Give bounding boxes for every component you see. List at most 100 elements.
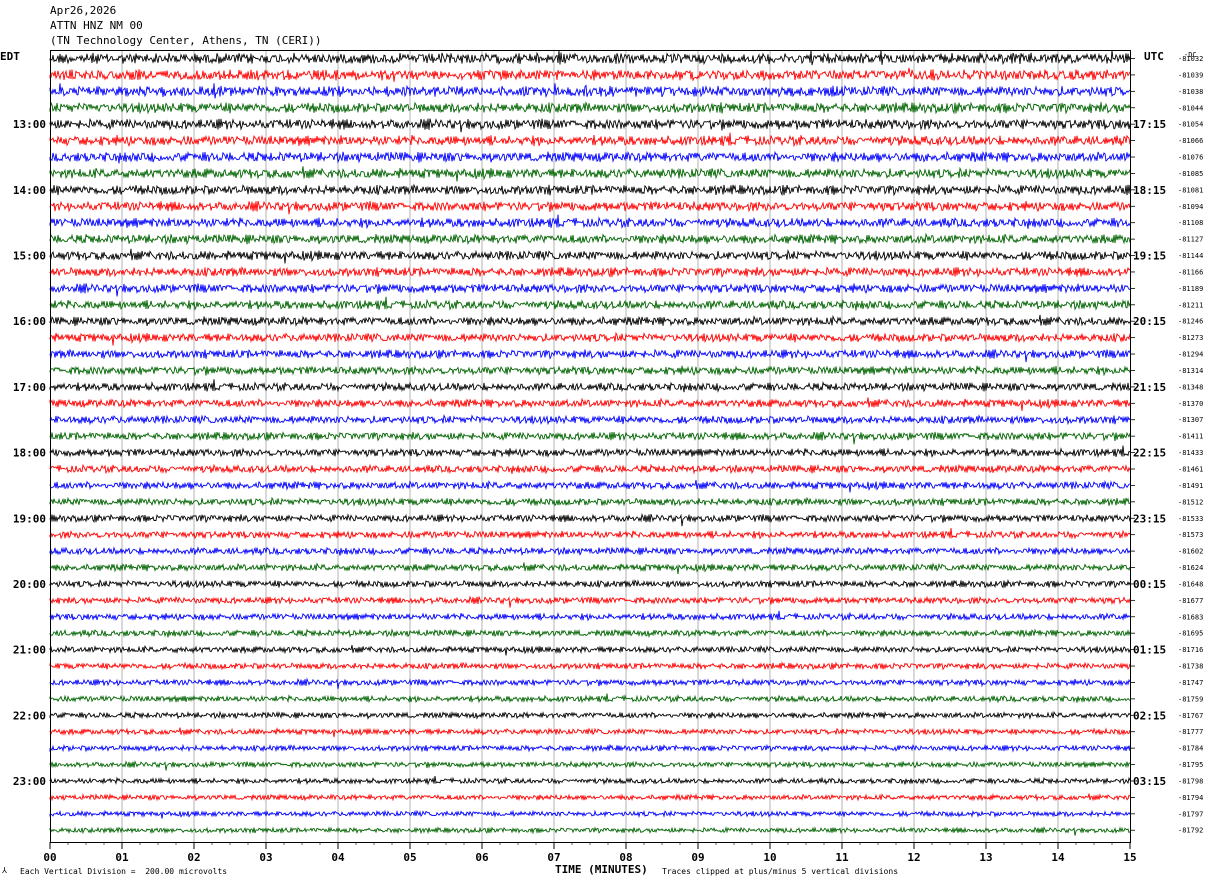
dc-offset-label: -81738: [1178, 663, 1203, 671]
date-label: Apr26,2026: [50, 4, 117, 17]
trace-line: [49, 397, 1131, 412]
trace-line: [49, 776, 1131, 786]
trace-line: [49, 479, 1131, 493]
dc-offset-label: -81759: [1178, 695, 1203, 703]
trace-line: [49, 183, 1131, 197]
dc-offset-label: -81076: [1178, 154, 1203, 162]
x-tick-label: 15: [1123, 851, 1136, 864]
utc-hour-label: 00:15: [1133, 578, 1166, 591]
dc-offset-label: -81054: [1178, 121, 1203, 129]
edt-hour-label: 14:00: [13, 184, 46, 197]
utc-hour-label: 01:15: [1133, 644, 1166, 657]
dc-offset-label: -81461: [1178, 466, 1203, 474]
clip-note: Traces clipped at plus/minus 5 vertical …: [662, 867, 899, 876]
dc-offset-label: -81792: [1178, 827, 1203, 835]
trace-line: [49, 132, 1131, 148]
x-tick-label: 11: [835, 851, 849, 864]
dc-offset-label: -81273: [1178, 334, 1203, 342]
trace-line: [49, 677, 1131, 690]
plot-frame: [50, 50, 1131, 843]
x-tick-label: 05: [403, 851, 416, 864]
dc-offset-label: -81747: [1178, 679, 1203, 687]
edt-hour-label: 13:00: [13, 118, 46, 131]
dc-offset-label: -81624: [1178, 564, 1203, 572]
dc-offset-labels: -81032 -81039 -81038 -81044 -81054 -81066 -810…: [1131, 55, 1203, 835]
edt-hour-label: 16:00: [13, 315, 46, 328]
trace-line: [49, 101, 1131, 115]
trace-line: [49, 296, 1131, 311]
trace-line: [49, 348, 1131, 363]
dc-offset-label: -81433: [1178, 449, 1203, 457]
trace-line: [49, 610, 1131, 622]
utc-hour-label: 18:15: [1133, 184, 1166, 197]
trace-line: [49, 50, 1131, 66]
edt-hour-label: 22:00: [13, 709, 46, 722]
trace-line: [49, 693, 1131, 704]
trace-line: [49, 379, 1131, 393]
trace-line: [49, 743, 1131, 753]
trace-line: [49, 578, 1131, 589]
trace-line: [49, 595, 1131, 608]
trace-line: [49, 826, 1131, 836]
trace-line: [49, 282, 1131, 297]
dc-offset-label: -81797: [1178, 810, 1203, 818]
x-tick-label: 03: [259, 851, 272, 864]
dc-offset-label: -81211: [1178, 301, 1203, 309]
utc-hour-label: 17:15: [1133, 118, 1166, 131]
trace-line: [49, 314, 1131, 327]
trace-line: [49, 644, 1131, 656]
x-axis-label: TIME (MINUTES): [555, 863, 648, 876]
dc-offset-label: -81784: [1178, 745, 1203, 753]
trace-line: [49, 528, 1131, 540]
x-tick-label: 07: [547, 851, 560, 864]
x-tick-label: 12: [907, 851, 920, 864]
time-grid: [121, 51, 1059, 842]
x-tick-label: 09: [691, 851, 704, 864]
dc-offset-label: -81066: [1178, 137, 1203, 145]
location-label: (TN Technology Center, Athens, TN (CERI)…: [50, 34, 322, 47]
edt-axis-label: EDT: [0, 50, 20, 63]
dc-offset-label: -81798: [1178, 777, 1203, 785]
dc-offset-label: -81683: [1178, 613, 1203, 621]
edt-hour-label: 21:00: [13, 644, 46, 657]
time-axis: 00 01 02 03 04 05 06 07 08 09 10 11 12 13 14 15: [43, 842, 1137, 864]
dc-offset-label: -81777: [1178, 728, 1203, 736]
scale-note: Each Vertical Division = 200.00 microvol…: [20, 867, 228, 876]
dc-offset-label: -81044: [1178, 104, 1203, 112]
trace-line: [49, 200, 1131, 215]
trace-line: [49, 793, 1131, 802]
trace-line: [49, 214, 1131, 230]
utc-hour-label: 02:15: [1133, 709, 1166, 722]
utc-hour-label: 03:15: [1133, 775, 1166, 788]
trace-line: [49, 431, 1131, 445]
utc-hour-label: 19:15: [1133, 250, 1166, 263]
dc-offset-label: -81411: [1178, 433, 1203, 441]
dc-offset-label: -81085: [1178, 170, 1203, 178]
edt-hour-label: 19:00: [13, 512, 46, 525]
utc-hour-label: 23:15: [1133, 512, 1166, 525]
trace-line: [49, 232, 1131, 246]
trace-line: [49, 463, 1131, 475]
edt-hour-label: 18:00: [13, 447, 46, 460]
trace-line: [49, 248, 1131, 264]
trace-line: [49, 760, 1131, 771]
edt-hour-label: 15:00: [13, 250, 46, 263]
dc-offset-label: -81039: [1178, 71, 1203, 79]
trace-line: [49, 83, 1131, 99]
dc-offset-label: -81716: [1178, 646, 1203, 654]
utc-hour-labels: 17:15 18:15 19:15 20:15 21:15 22:15 23:15 00:15…: [1133, 118, 1166, 788]
trace-line: [49, 809, 1131, 819]
x-tick-label: 14: [1051, 851, 1065, 864]
dc-offset-label: -81108: [1178, 219, 1203, 227]
station-label: ATTN HNZ NM 00: [50, 19, 143, 32]
trace-line: [49, 117, 1131, 133]
dc-offset-label: -81512: [1178, 498, 1203, 506]
x-tick-label: 01: [115, 851, 129, 864]
dc-offset-label: -81491: [1178, 482, 1203, 490]
trace-line: [49, 512, 1131, 527]
x-tick-label: 10: [763, 851, 776, 864]
scale-icon: ⅄: [2, 866, 7, 875]
dc-offset-label: -81314: [1178, 367, 1203, 375]
utc-hour-label: 20:15: [1133, 315, 1166, 328]
trace-group: [49, 50, 1131, 836]
